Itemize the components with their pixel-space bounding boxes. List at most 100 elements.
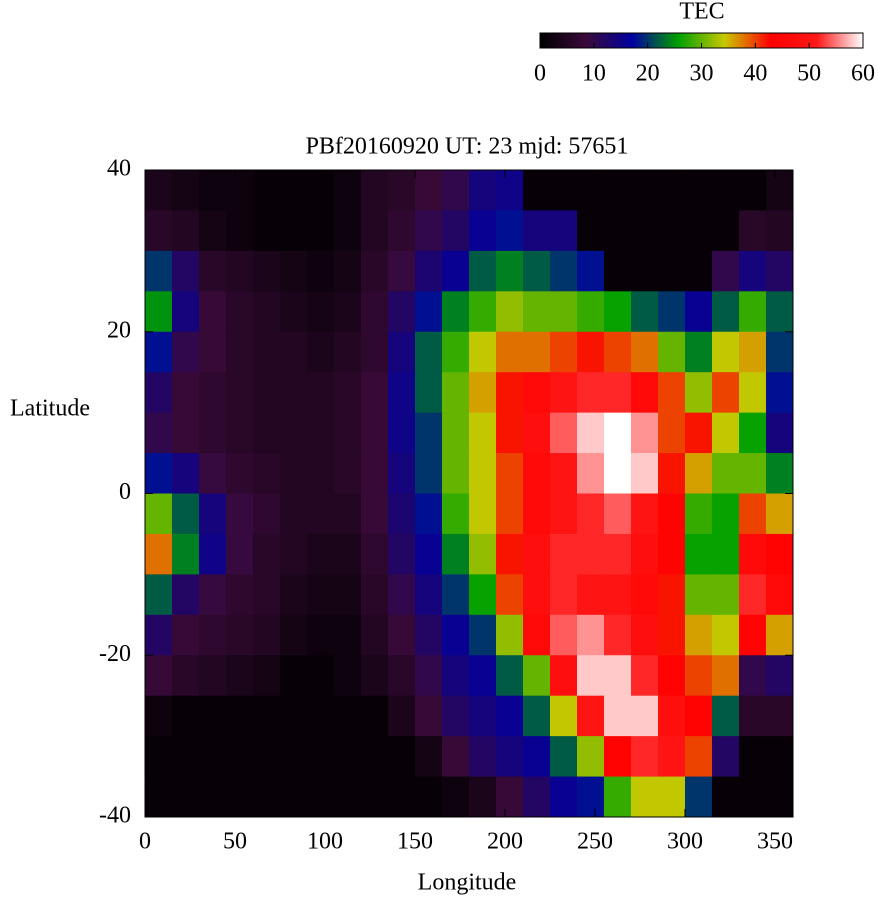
heat-cell: [577, 453, 605, 494]
heat-cell: [631, 736, 659, 778]
heat-cell: [307, 655, 335, 697]
heat-cell: [496, 695, 524, 737]
heat-cell: [658, 372, 686, 414]
heat-cell: [577, 776, 605, 818]
heat-cell: [172, 655, 200, 697]
heat-cell: [253, 533, 281, 575]
heat-cell: [658, 210, 686, 252]
x-tick-label: 350: [757, 829, 793, 855]
heat-cell: [145, 250, 173, 292]
heat-cell: [658, 655, 686, 697]
heat-cell: [388, 655, 416, 697]
heat-cell: [388, 695, 416, 737]
heat-cell: [685, 372, 713, 414]
x-tick-label: 200: [487, 829, 523, 855]
heat-cell: [712, 250, 740, 292]
heat-cell: [226, 533, 254, 575]
heat-cell: [361, 695, 389, 737]
heat-cell: [334, 412, 362, 454]
heat-cell: [145, 331, 173, 373]
heat-cell: [280, 655, 308, 697]
colorbar-tick-label: 40: [743, 61, 767, 87]
x-tick-label: 50: [223, 829, 247, 855]
x-tick-label: 150: [397, 829, 433, 855]
heat-cell: [307, 210, 335, 252]
heat-cell: [766, 453, 794, 494]
heat-cell: [361, 453, 389, 494]
heat-cell: [766, 291, 794, 333]
heat-cell: [631, 372, 659, 414]
heat-cell: [712, 736, 740, 778]
heat-cell: [226, 776, 254, 818]
heat-cell: [145, 695, 173, 737]
heat-cell: [145, 614, 173, 656]
heat-cell: [469, 412, 497, 454]
heat-cell: [199, 453, 227, 494]
heat-cell: [550, 250, 578, 292]
heat-cell: [469, 614, 497, 656]
heat-cell: [253, 331, 281, 373]
heat-cell: [577, 614, 605, 656]
heat-cell: [334, 776, 362, 818]
heat-cell: [361, 412, 389, 454]
heat-cell: [658, 776, 686, 818]
heat-cell: [361, 250, 389, 292]
heat-cell: [199, 250, 227, 292]
heat-cell: [199, 331, 227, 373]
heat-cell: [496, 331, 524, 373]
heat-cell: [361, 291, 389, 333]
heat-cell: [415, 412, 443, 454]
heat-cell: [577, 331, 605, 373]
colorbar-tick-label: 0: [534, 61, 546, 87]
heat-cell: [577, 291, 605, 333]
heat-cell: [280, 695, 308, 737]
heat-cell: [226, 614, 254, 656]
y-axis-label: Latitude: [10, 396, 90, 422]
heat-cell: [280, 210, 308, 252]
heat-cell: [631, 250, 659, 292]
heat-cell: [712, 453, 740, 494]
heat-cell: [523, 291, 551, 333]
heat-cell: [334, 170, 362, 211]
heat-cell: [658, 574, 686, 616]
heat-cell: [469, 210, 497, 252]
heat-cell: [145, 372, 173, 414]
heat-cell: [469, 695, 497, 737]
heat-cell: [550, 695, 578, 737]
heat-cell: [577, 574, 605, 616]
heat-cell: [172, 331, 200, 373]
heat-cell: [766, 493, 794, 535]
heat-cell: [685, 493, 713, 535]
heat-cell: [577, 412, 605, 454]
y-tick-label: -40: [99, 803, 131, 829]
heat-cell: [307, 533, 335, 575]
x-tick-label: 300: [667, 829, 703, 855]
heat-cell: [199, 291, 227, 333]
heat-cell: [631, 210, 659, 252]
heat-cell: [442, 291, 470, 333]
heat-cell: [334, 372, 362, 414]
heat-cell: [280, 250, 308, 292]
heat-cell: [604, 210, 632, 252]
heat-cell: [523, 695, 551, 737]
heat-cell: [199, 614, 227, 656]
heat-cell: [145, 776, 173, 818]
x-tick-label: 100: [307, 829, 343, 855]
heat-cell: [712, 412, 740, 454]
heat-cell: [766, 695, 794, 737]
heat-cell: [388, 493, 416, 535]
heat-cell: [604, 493, 632, 535]
heat-cell: [712, 574, 740, 616]
heat-cell: [307, 412, 335, 454]
heat-cell: [658, 250, 686, 292]
heat-cell: [442, 776, 470, 818]
heat-cell: [442, 412, 470, 454]
heat-cell: [280, 372, 308, 414]
heat-cell: [577, 170, 605, 211]
heat-cell: [415, 210, 443, 252]
heat-cell: [145, 533, 173, 575]
heat-cell: [442, 372, 470, 414]
heat-cell: [415, 291, 443, 333]
heat-cell: [631, 331, 659, 373]
heat-cell: [712, 655, 740, 697]
